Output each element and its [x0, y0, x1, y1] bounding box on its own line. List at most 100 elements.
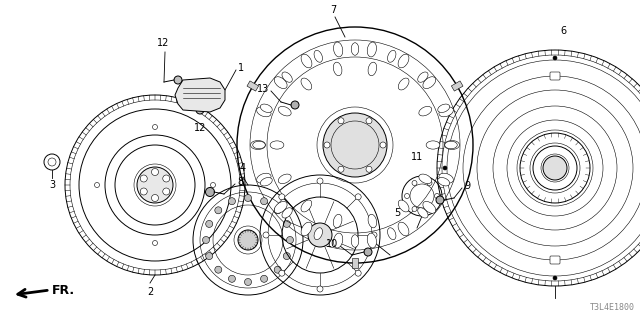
Text: 12: 12 — [194, 123, 206, 133]
Ellipse shape — [388, 50, 396, 62]
Circle shape — [137, 167, 173, 203]
Ellipse shape — [423, 77, 436, 89]
Circle shape — [279, 270, 285, 276]
Text: 9: 9 — [464, 181, 470, 191]
Circle shape — [279, 194, 285, 200]
Circle shape — [244, 195, 252, 202]
Ellipse shape — [250, 140, 266, 149]
Bar — [352, 258, 358, 268]
Ellipse shape — [398, 222, 409, 236]
Ellipse shape — [438, 104, 450, 112]
Circle shape — [371, 232, 377, 238]
Circle shape — [174, 76, 182, 84]
Ellipse shape — [275, 77, 287, 89]
Ellipse shape — [418, 208, 428, 218]
Text: 5: 5 — [394, 208, 400, 218]
Circle shape — [205, 188, 214, 196]
Text: 8: 8 — [237, 177, 243, 187]
Ellipse shape — [333, 214, 342, 228]
Ellipse shape — [314, 50, 323, 62]
Circle shape — [380, 142, 386, 148]
Circle shape — [140, 175, 147, 182]
Circle shape — [152, 124, 157, 130]
Circle shape — [553, 56, 557, 60]
Circle shape — [412, 206, 417, 212]
Circle shape — [436, 196, 444, 204]
Ellipse shape — [418, 72, 428, 82]
Circle shape — [152, 241, 157, 245]
Circle shape — [364, 248, 372, 256]
Ellipse shape — [301, 54, 312, 68]
Ellipse shape — [333, 233, 343, 248]
Text: 12: 12 — [157, 38, 169, 48]
Circle shape — [317, 286, 323, 292]
Circle shape — [291, 101, 299, 109]
Circle shape — [284, 220, 291, 228]
Text: 11: 11 — [411, 152, 423, 162]
Circle shape — [152, 195, 159, 202]
Circle shape — [196, 106, 204, 114]
Ellipse shape — [438, 178, 450, 186]
Circle shape — [366, 118, 372, 124]
Ellipse shape — [398, 200, 409, 212]
Ellipse shape — [282, 208, 292, 218]
Ellipse shape — [351, 235, 359, 247]
Ellipse shape — [398, 54, 409, 68]
Ellipse shape — [439, 173, 453, 183]
Circle shape — [308, 223, 332, 247]
Ellipse shape — [278, 106, 291, 116]
FancyBboxPatch shape — [550, 256, 560, 264]
Circle shape — [215, 207, 222, 214]
Circle shape — [211, 182, 216, 188]
Ellipse shape — [260, 104, 272, 112]
Circle shape — [427, 206, 432, 212]
Circle shape — [260, 275, 268, 282]
Ellipse shape — [388, 228, 396, 240]
Ellipse shape — [367, 233, 376, 248]
Ellipse shape — [253, 141, 265, 149]
Circle shape — [324, 142, 330, 148]
Circle shape — [355, 194, 361, 200]
Text: 6: 6 — [560, 26, 566, 36]
Circle shape — [435, 194, 440, 198]
Circle shape — [95, 182, 99, 188]
Ellipse shape — [301, 78, 312, 90]
Bar — [247, 81, 259, 91]
Ellipse shape — [398, 78, 409, 90]
Ellipse shape — [368, 62, 377, 76]
Circle shape — [152, 169, 159, 175]
Ellipse shape — [257, 173, 271, 183]
Circle shape — [366, 166, 372, 172]
Text: 4: 4 — [240, 163, 246, 173]
Ellipse shape — [314, 228, 323, 240]
Ellipse shape — [275, 201, 287, 213]
Text: 2: 2 — [147, 287, 153, 297]
Circle shape — [205, 252, 212, 260]
Ellipse shape — [367, 42, 376, 57]
Text: T3L4E1800: T3L4E1800 — [590, 303, 635, 312]
Ellipse shape — [351, 43, 359, 55]
Ellipse shape — [270, 141, 284, 149]
Circle shape — [338, 118, 344, 124]
Ellipse shape — [257, 107, 271, 117]
Ellipse shape — [419, 106, 432, 116]
Ellipse shape — [445, 140, 460, 149]
Bar — [451, 81, 463, 91]
Circle shape — [140, 188, 147, 195]
Ellipse shape — [439, 107, 453, 117]
Ellipse shape — [426, 141, 440, 149]
Circle shape — [260, 198, 268, 205]
Circle shape — [404, 194, 410, 198]
Ellipse shape — [333, 42, 343, 57]
Ellipse shape — [301, 222, 312, 236]
Circle shape — [244, 278, 252, 285]
Circle shape — [274, 207, 281, 214]
Circle shape — [205, 220, 212, 228]
Ellipse shape — [260, 178, 272, 186]
Ellipse shape — [333, 62, 342, 76]
Circle shape — [412, 180, 417, 186]
Circle shape — [274, 266, 281, 273]
Circle shape — [163, 188, 170, 195]
Circle shape — [543, 156, 567, 180]
Circle shape — [238, 230, 258, 250]
